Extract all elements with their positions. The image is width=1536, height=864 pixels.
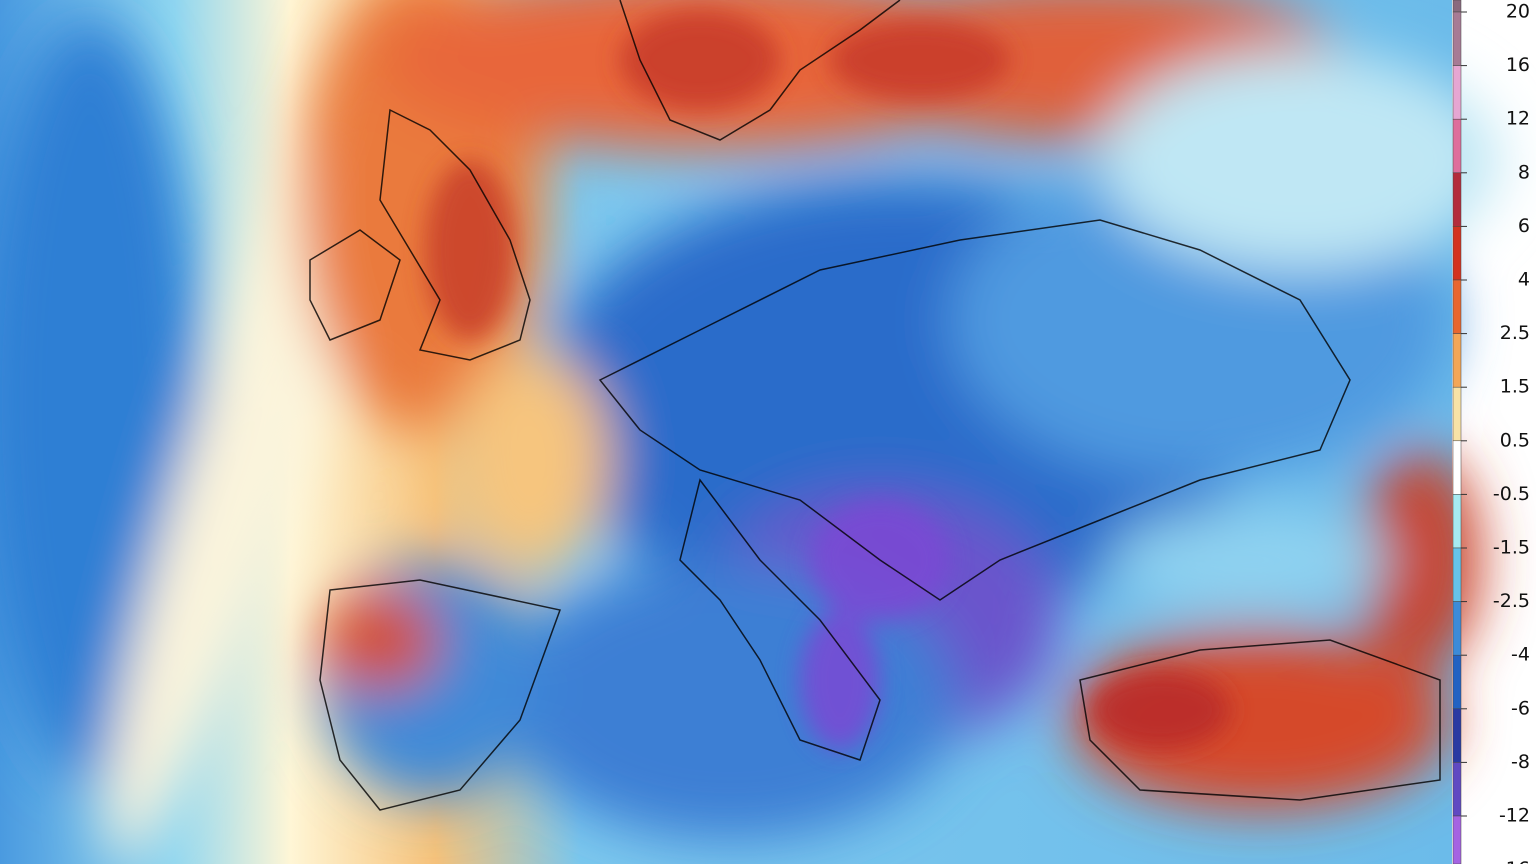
legend-label: -16: [1499, 858, 1530, 864]
legend-swatch: [1452, 708, 1462, 763]
legend-swatch: [1452, 279, 1462, 334]
legend-label: -2.5: [1493, 590, 1530, 612]
legend-label: 2.5: [1500, 322, 1530, 344]
legend-swatch: [1452, 226, 1462, 281]
legend-label: 4: [1518, 269, 1530, 291]
legend-swatch: [1452, 118, 1462, 174]
legend-label: -8: [1511, 751, 1530, 773]
legend-swatch: [1452, 386, 1462, 442]
legend-swatch: [1452, 11, 1462, 66]
legend-swatch: [1452, 65, 1462, 120]
legend-swatch: [1452, 601, 1462, 656]
field: [0, 0, 1500, 864]
legend-swatch: [1452, 547, 1462, 602]
legend-swatch: [1452, 0, 1462, 13]
legend-label: -6: [1511, 697, 1530, 719]
legend-swatch: [1452, 654, 1462, 710]
legend-swatch: [1452, 815, 1462, 864]
legend-label: 1.5: [1500, 376, 1530, 398]
legend-label: -4: [1511, 644, 1530, 666]
legend-swatch: [1452, 172, 1462, 227]
legend-swatch: [1452, 494, 1462, 549]
legend-label: 12: [1506, 108, 1530, 130]
legend-label: 8: [1518, 161, 1530, 183]
legend-label: 20: [1506, 1, 1530, 23]
color-legend: 20 16 12 8 6 4 2.5 1.5 0.5 -0.5 -1.5 -2.5 -4 -6 -8 -12 -…: [1452, 0, 1530, 864]
legend-swatch: [1452, 762, 1462, 817]
legend-label: -12: [1499, 805, 1530, 827]
legend-swatch: [1452, 333, 1462, 388]
legend-label: 16: [1506, 54, 1530, 76]
legend-label: 6: [1518, 215, 1530, 237]
legend-swatch: [1452, 440, 1462, 495]
legend-label: -0.5: [1493, 483, 1530, 505]
legend-label: -1.5: [1493, 537, 1530, 559]
legend-label: 0.5: [1500, 429, 1530, 451]
